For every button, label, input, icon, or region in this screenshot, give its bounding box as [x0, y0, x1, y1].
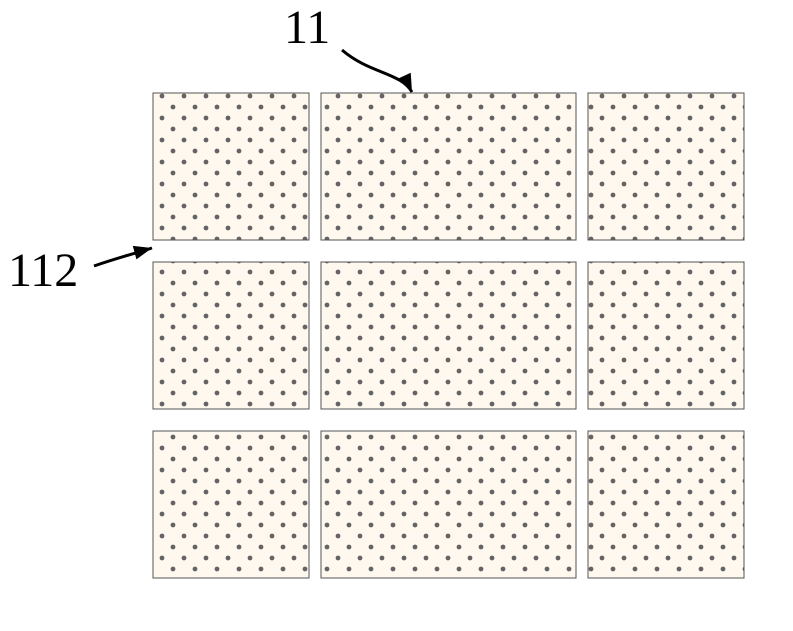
grid-cell — [153, 431, 309, 578]
callout-arrow-head — [398, 73, 412, 92]
diagram-svg — [0, 0, 793, 631]
grid-cell — [321, 262, 576, 409]
grid-cell — [588, 93, 744, 240]
grid-cell — [321, 431, 576, 578]
callout-label-112: 112 — [8, 243, 78, 298]
callout-label-11: 11 — [284, 0, 330, 55]
grid-cell — [153, 262, 309, 409]
callout-arrow-head — [133, 246, 152, 260]
grid-cell — [153, 93, 309, 240]
grid-cell — [588, 262, 744, 409]
grid-cell — [321, 93, 576, 240]
callout-arrow — [342, 50, 412, 92]
diagram-canvas: 11 112 — [0, 0, 793, 631]
grid-cell — [588, 431, 744, 578]
